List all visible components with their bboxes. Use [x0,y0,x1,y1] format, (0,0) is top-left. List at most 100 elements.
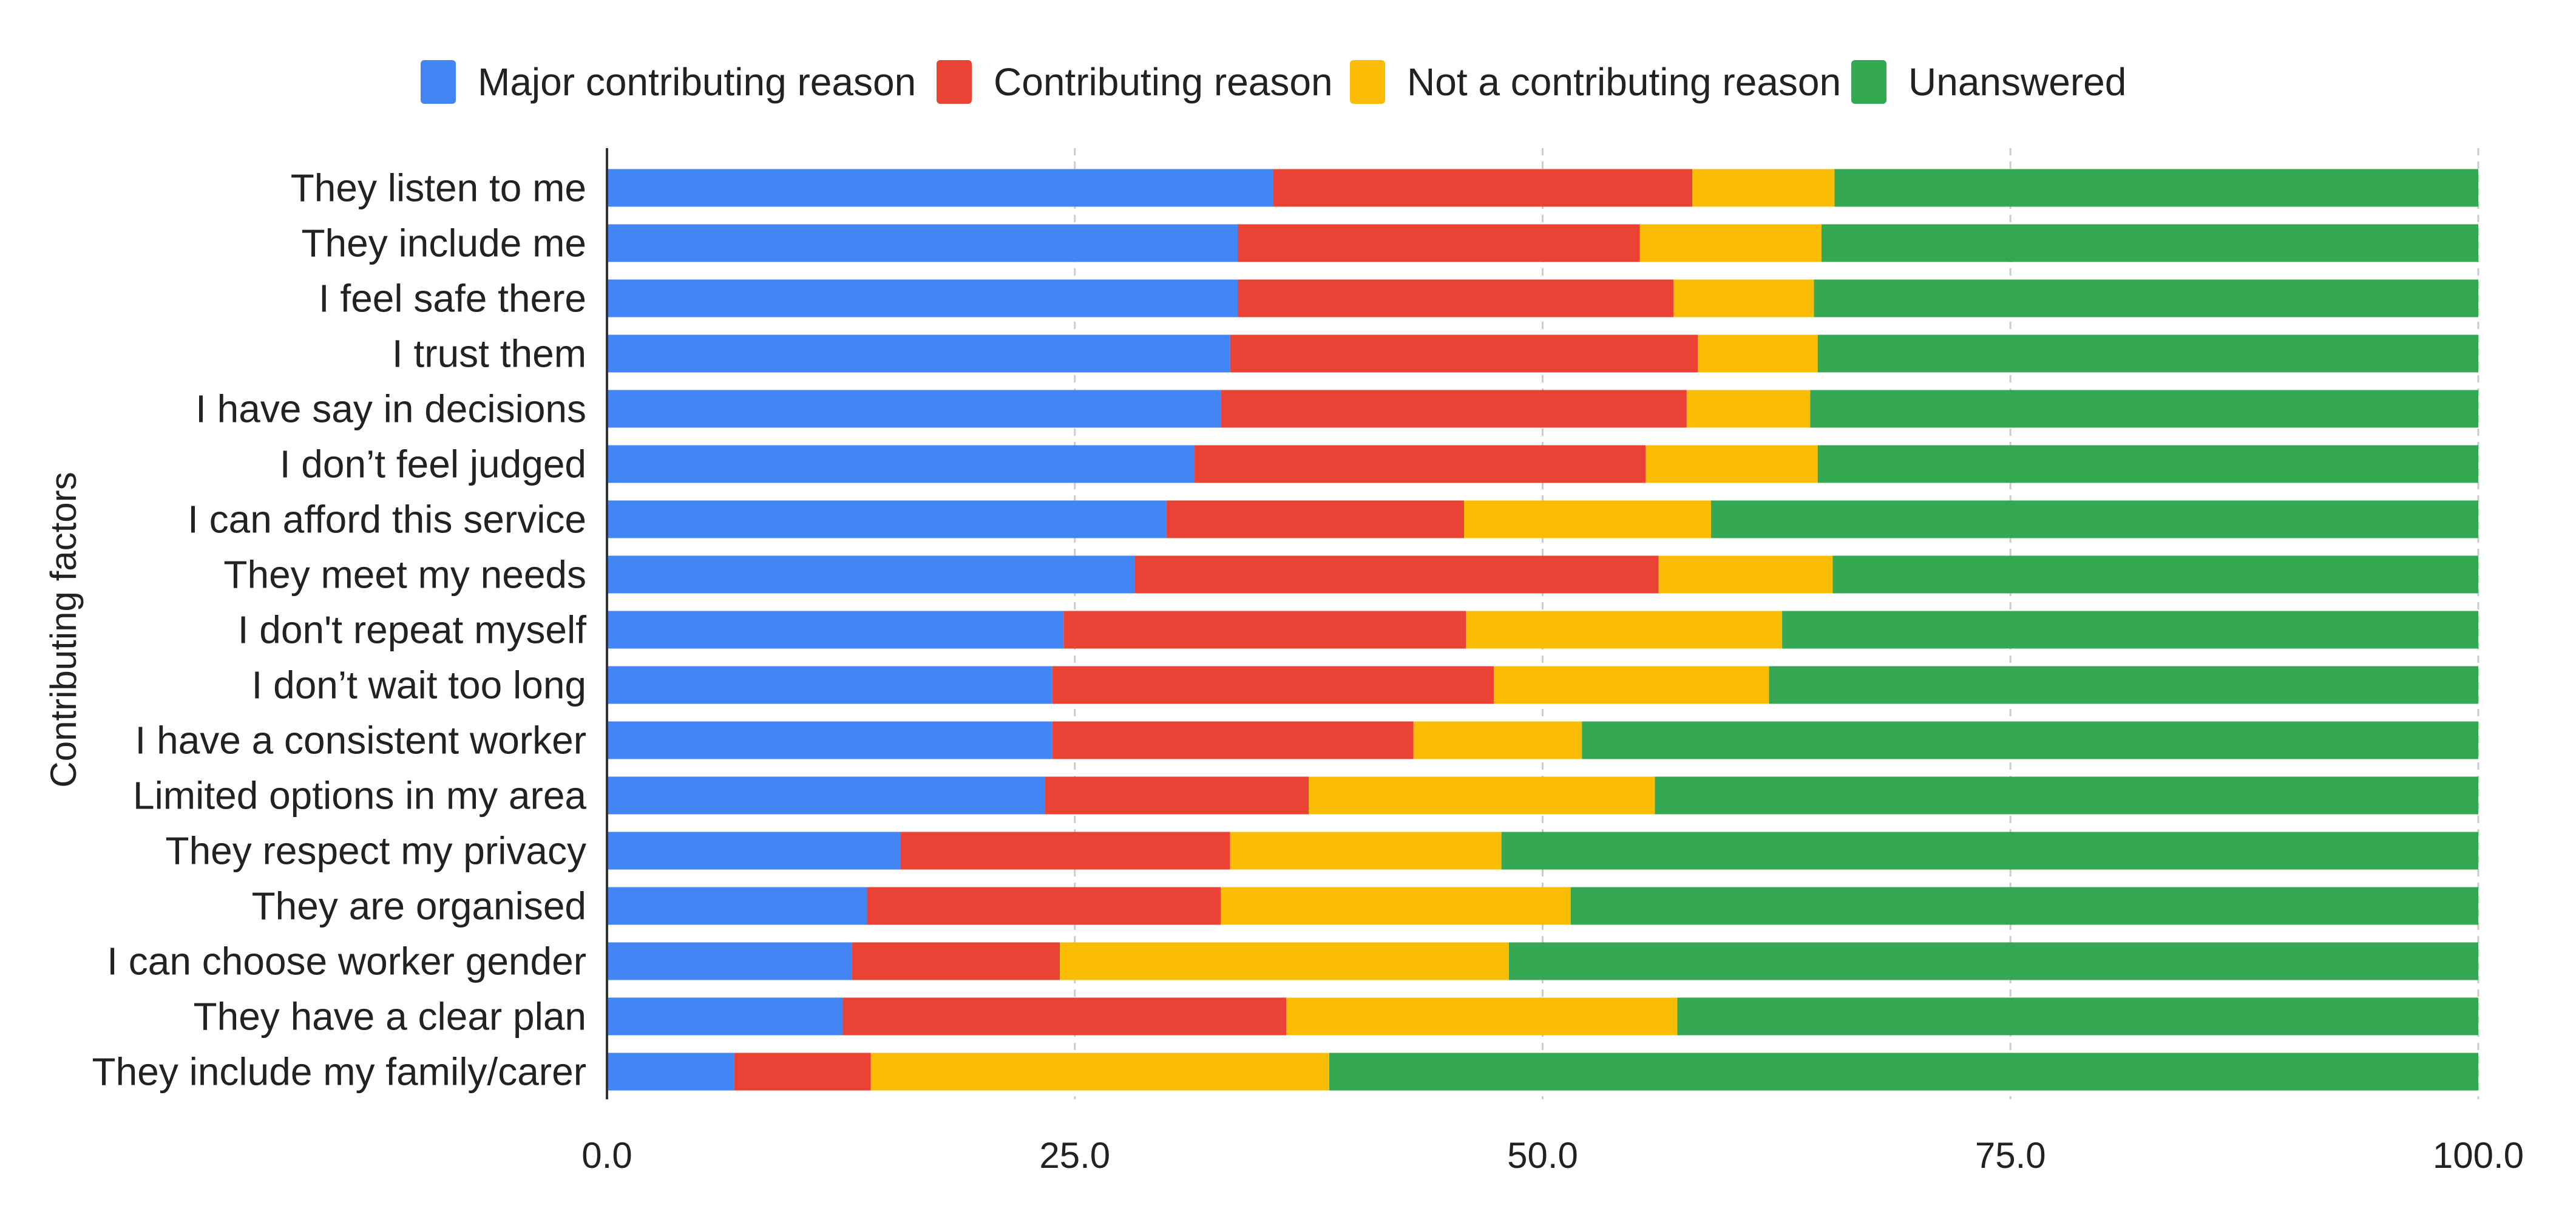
bar-segment[interactable] [1329,1053,2478,1091]
bar-segment[interactable] [607,611,1064,649]
bar-segment[interactable] [607,555,1135,594]
bar-segment[interactable] [1230,832,1502,870]
legend-label: Contributing reason [994,60,1333,104]
bar-segment[interactable] [1063,611,1466,649]
bar-row [607,776,2478,815]
bar-row [607,279,2478,317]
bar-segment[interactable] [607,500,1167,538]
bar-segment[interactable] [607,887,867,925]
bar-segment[interactable] [1052,666,1494,704]
bar-segment[interactable] [607,445,1195,483]
legend-label: Major contributing reason [478,60,916,104]
bar-segment[interactable] [607,666,1052,704]
bar-segment[interactable] [1045,776,1309,815]
bar-segment[interactable] [607,334,1230,373]
bar-segment[interactable] [1646,445,1818,483]
bar-segment[interactable] [1817,445,2478,483]
x-tick-label: 0.0 [581,1135,632,1176]
bar-segment[interactable] [1237,224,1640,262]
x-tick-label: 25.0 [1039,1135,1110,1176]
bar-segment[interactable] [1673,279,1814,317]
bar-segment[interactable] [1286,997,1678,1036]
bar-segment[interactable] [1769,666,2478,704]
bar-segment[interactable] [607,279,1238,317]
bar-segment[interactable] [1692,169,1835,207]
bars [607,169,2478,1091]
category-label: They have a clear plan [194,995,587,1039]
bar-segment[interactable] [870,1053,1330,1091]
category-label: I can choose worker gender [107,940,586,983]
bar-segment[interactable] [1686,390,1811,428]
bar-segment[interactable] [1582,721,2478,759]
bar-segment[interactable] [734,1053,871,1091]
bar-segment[interactable] [607,997,843,1036]
gridlines [1074,148,2479,1099]
bar-segment[interactable] [1464,500,1711,538]
bar-segment[interactable] [1782,611,2478,649]
bar-segment[interactable] [607,721,1052,759]
bar-segment[interactable] [901,832,1230,870]
bar-segment[interactable] [1273,169,1693,207]
bar-segment[interactable] [1221,887,1571,925]
bar-segment[interactable] [842,997,1287,1036]
x-tick-label: 75.0 [1975,1135,2046,1176]
category-label: I trust them [392,332,586,376]
bar-segment[interactable] [1509,942,2478,980]
bar-segment[interactable] [1494,666,1769,704]
bar-segment[interactable] [1570,887,2478,925]
bar-segment[interactable] [1230,334,1698,373]
category-label: They meet my needs [223,553,586,597]
bar-segment[interactable] [1309,776,1655,815]
bar-segment[interactable] [1639,224,1822,262]
legend-item[interactable]: Unanswered [1851,60,2126,104]
bar-segment[interactable] [1501,832,2478,870]
bar-segment[interactable] [1166,500,1465,538]
category-labels: They listen to me They include me I feel s… [92,166,587,1094]
bar-segment[interactable] [1821,224,2478,262]
bar-segment[interactable] [1817,334,2478,373]
category-label: They listen to me [291,166,586,210]
bar-segment[interactable] [607,224,1238,262]
bar-segment[interactable] [1221,390,1687,428]
x-axis-ticks: 0.0 25.0 50.0 75.0 100.0 [581,1135,2524,1176]
bar-row [607,500,2478,538]
bar-segment[interactable] [1832,555,2478,594]
category-label: They include me [301,222,586,265]
legend-swatch [421,60,456,104]
x-tick-label: 50.0 [1507,1135,1578,1176]
bar-segment[interactable] [1810,390,2478,428]
bar-segment[interactable] [607,942,852,980]
bar-segment[interactable] [1677,997,2478,1036]
bar-row [607,390,2478,428]
bar-segment[interactable] [1195,445,1646,483]
bar-segment[interactable] [1413,721,1582,759]
bar-row [607,942,2478,980]
bar-segment[interactable] [607,1053,734,1091]
category-label: They are organised [252,884,586,928]
legend-item[interactable]: Not a contributing reason [1350,60,1841,104]
legend-label: Not a contributing reason [1407,60,1841,104]
bar-row [607,169,2478,207]
legend-item[interactable]: Contributing reason [937,60,1333,104]
bar-segment[interactable] [1698,334,1818,373]
bar-segment[interactable] [852,942,1060,980]
bar-segment[interactable] [867,887,1221,925]
bar-segment[interactable] [1834,169,2478,207]
bar-segment[interactable] [1710,500,2478,538]
bar-segment[interactable] [1658,555,1833,594]
bar-row [607,334,2478,373]
bar-segment[interactable] [1466,611,1783,649]
legend-item[interactable]: Major contributing reason [421,60,916,104]
bar-segment[interactable] [607,169,1273,207]
bar-segment[interactable] [607,832,901,870]
bar-segment[interactable] [1060,942,1510,980]
category-label: I don't repeat myself [238,608,587,652]
bar-segment[interactable] [1814,279,2478,317]
bar-row [607,721,2478,759]
bar-segment[interactable] [607,390,1221,428]
bar-segment[interactable] [1237,279,1674,317]
bar-segment[interactable] [1052,721,1414,759]
bar-segment[interactable] [1134,555,1659,594]
bar-segment[interactable] [1655,776,2478,815]
bar-segment[interactable] [607,776,1045,815]
